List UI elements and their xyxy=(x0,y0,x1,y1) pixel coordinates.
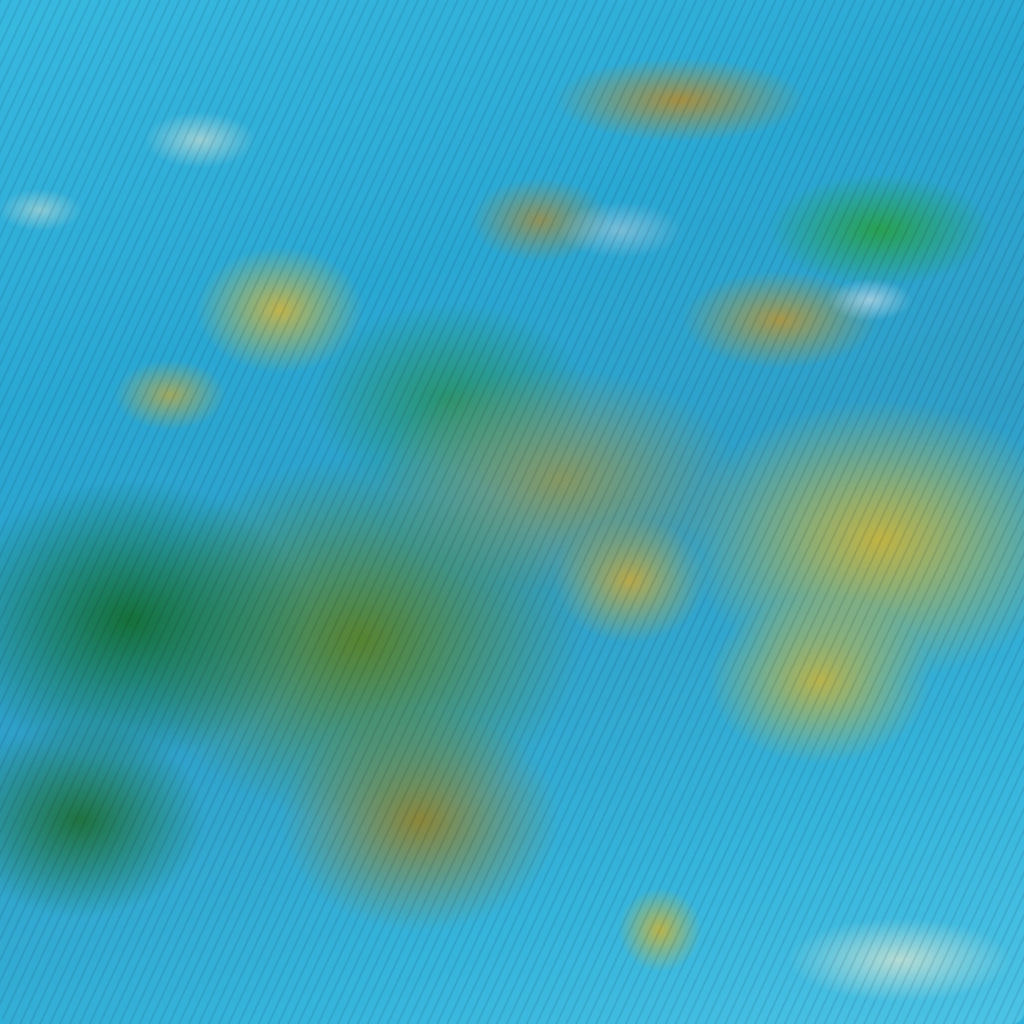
bright-cloud-patches xyxy=(0,0,1024,1024)
cloud-texture-overlay xyxy=(0,0,1024,1024)
satellite-image xyxy=(0,0,1024,1024)
